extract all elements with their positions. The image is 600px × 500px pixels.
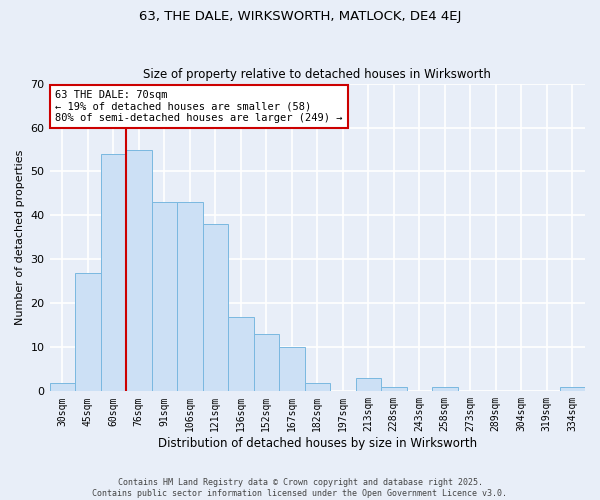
- Bar: [126, 150, 152, 392]
- Bar: [381, 387, 407, 392]
- Text: 63, THE DALE, WIRKSWORTH, MATLOCK, DE4 4EJ: 63, THE DALE, WIRKSWORTH, MATLOCK, DE4 4…: [139, 10, 461, 23]
- Bar: [432, 387, 458, 392]
- Text: 63 THE DALE: 70sqm
← 19% of detached houses are smaller (58)
80% of semi-detache: 63 THE DALE: 70sqm ← 19% of detached hou…: [55, 90, 343, 123]
- Bar: [152, 202, 177, 392]
- Bar: [305, 382, 330, 392]
- Title: Size of property relative to detached houses in Wirksworth: Size of property relative to detached ho…: [143, 68, 491, 81]
- Bar: [203, 224, 228, 392]
- Bar: [177, 202, 203, 392]
- Bar: [254, 334, 279, 392]
- Bar: [356, 378, 381, 392]
- Bar: [50, 382, 75, 392]
- Bar: [228, 316, 254, 392]
- Bar: [75, 272, 101, 392]
- X-axis label: Distribution of detached houses by size in Wirksworth: Distribution of detached houses by size …: [158, 437, 477, 450]
- Bar: [279, 348, 305, 392]
- Bar: [101, 154, 126, 392]
- Y-axis label: Number of detached properties: Number of detached properties: [15, 150, 25, 325]
- Bar: [560, 387, 585, 392]
- Text: Contains HM Land Registry data © Crown copyright and database right 2025.
Contai: Contains HM Land Registry data © Crown c…: [92, 478, 508, 498]
